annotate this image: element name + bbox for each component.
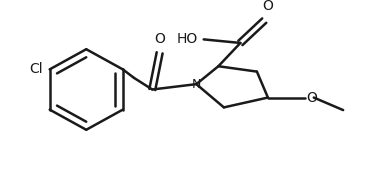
Text: O: O (154, 32, 165, 46)
Text: HO: HO (177, 32, 198, 46)
Text: O: O (262, 0, 273, 13)
Text: Cl: Cl (29, 62, 43, 76)
Text: N: N (192, 78, 201, 91)
Text: O: O (306, 91, 317, 105)
